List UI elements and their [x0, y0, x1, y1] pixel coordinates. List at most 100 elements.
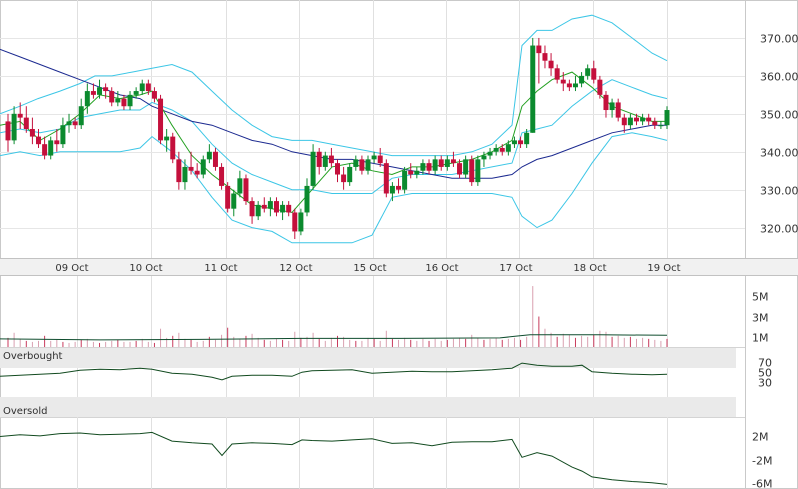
- candle-body: [499, 147, 505, 152]
- candle-body: [615, 102, 621, 118]
- candle-body: [548, 60, 554, 69]
- candle-body: [212, 151, 218, 167]
- candle-body: [133, 91, 139, 95]
- date-tick-label: 17 Oct: [499, 263, 532, 274]
- candle-body: [158, 98, 164, 141]
- price-tick-label: 340.00: [760, 147, 798, 160]
- candle-body: [17, 113, 23, 118]
- indicator-lines: [0, 334, 668, 485]
- date-tick-label: 16 Oct: [425, 263, 458, 274]
- candle-body: [90, 91, 96, 95]
- candle-body: [237, 178, 243, 194]
- candle-body: [164, 136, 170, 141]
- candle-body: [78, 106, 84, 126]
- candle-body: [255, 204, 261, 217]
- candle-body: [420, 163, 426, 171]
- volume-tick-label: 3M: [752, 312, 769, 325]
- date-tick-label: 12 Oct: [279, 263, 312, 274]
- candle-body: [97, 87, 103, 95]
- candle-body: [194, 170, 200, 175]
- price-tick-label: 330.00: [760, 185, 798, 198]
- candle-body: [341, 174, 347, 183]
- candle-body: [426, 163, 432, 171]
- bollinger-upper-line: [0, 14, 668, 157]
- candle-body: [432, 159, 438, 171]
- overbought-band: [0, 348, 736, 368]
- oscillator-line: [0, 362, 668, 381]
- candle-body: [621, 117, 627, 126]
- candle-body: [463, 159, 469, 175]
- candle-body: [481, 155, 487, 160]
- date-tick-label: 09 Oct: [55, 263, 88, 274]
- candle-body: [603, 94, 609, 111]
- price-tick-label: 350.00: [760, 109, 798, 122]
- candle-body: [353, 159, 359, 167]
- candle-body: [206, 151, 212, 160]
- candle-body: [139, 83, 145, 92]
- candle-body: [335, 163, 340, 175]
- candle-body: [60, 125, 66, 145]
- candle-body: [371, 155, 377, 160]
- candle-body: [316, 151, 322, 167]
- candle-body: [511, 140, 517, 145]
- candle-body: [402, 170, 408, 190]
- candle-body: [664, 110, 670, 126]
- candle-body: [48, 140, 54, 156]
- candle-body: [36, 136, 42, 145]
- candle-body: [640, 117, 646, 122]
- candle-body: [261, 204, 267, 209]
- candle-body: [542, 53, 548, 61]
- candle-body: [84, 91, 90, 107]
- oversold-label: Oversold: [3, 406, 48, 417]
- candle-body: [383, 163, 389, 194]
- money-flow-line: [0, 431, 668, 485]
- price-tick-label: 370.00: [760, 33, 798, 46]
- volume-tick-label: 5M: [752, 291, 769, 304]
- candle-body: [475, 159, 481, 183]
- candle-body: [292, 212, 298, 232]
- candle-body: [396, 185, 402, 190]
- candle-body: [225, 185, 231, 209]
- candle-body: [322, 155, 328, 167]
- price-overlays: [0, 14, 668, 244]
- candle-body: [328, 155, 334, 164]
- candle-body: [627, 117, 633, 126]
- overbought-label: Overbought: [3, 351, 63, 362]
- candle-body: [438, 159, 444, 167]
- date-tick-label: 18 Oct: [573, 263, 606, 274]
- candle-body: [176, 159, 182, 183]
- candle-body: [658, 125, 664, 127]
- candle-body: [121, 98, 127, 107]
- oscillator-tick-label: 50: [758, 367, 772, 380]
- candle-body: [414, 170, 420, 175]
- flow-tick-label: 2M: [752, 431, 769, 444]
- candle-body: [109, 91, 115, 103]
- candlesticks: [5, 37, 670, 240]
- candle-body: [5, 121, 11, 141]
- candle-body: [493, 147, 499, 152]
- candle-body: [347, 166, 353, 183]
- price-tick-label: 320.00: [760, 223, 798, 236]
- candle-body: [518, 140, 524, 145]
- candle-body: [54, 140, 60, 145]
- oscillator-tick-label: 30: [758, 377, 772, 390]
- candle-body: [231, 193, 237, 209]
- candle-body: [11, 113, 17, 141]
- candle-body: [298, 212, 304, 232]
- slow-moving-average-line: [0, 48, 667, 179]
- candle-body: [273, 201, 279, 213]
- candle-body: [267, 201, 273, 209]
- candle-body: [200, 159, 206, 175]
- candle-body: [310, 151, 316, 186]
- candle-body: [389, 185, 395, 194]
- candle-body: [469, 159, 475, 183]
- axis-labels: 320.00 330.00 340.00 350.00 360.00 370.00 09 O…: [3, 33, 798, 489]
- candle-body: [566, 83, 572, 88]
- candle-body: [359, 159, 365, 171]
- candle-body: [219, 166, 225, 186]
- volume-average-line: [0, 334, 668, 341]
- candle-body: [487, 151, 493, 156]
- date-tick-label: 11 Oct: [204, 263, 237, 274]
- oscillator-tick-label: 70: [758, 357, 772, 370]
